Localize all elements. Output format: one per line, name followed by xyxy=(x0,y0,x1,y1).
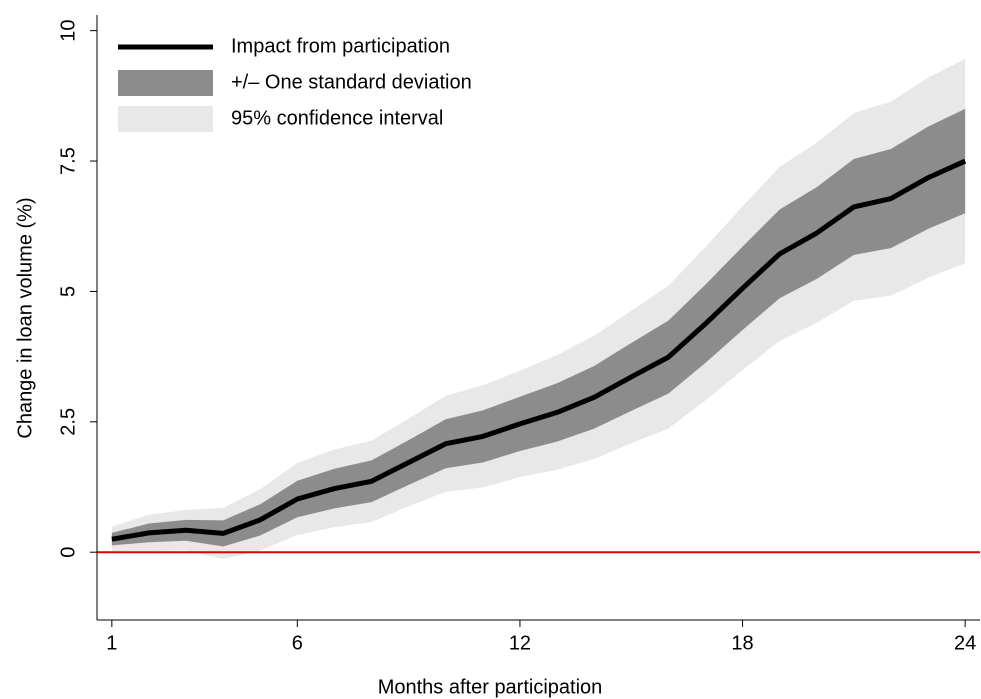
legend-label: +/– One standard deviation xyxy=(231,71,472,93)
y-tick-label: 5 xyxy=(57,286,79,297)
y-axis-title: Change in loan volume (%) xyxy=(14,197,36,438)
x-tick-label: 1 xyxy=(106,632,117,654)
legend-label: 95% confidence interval xyxy=(231,107,443,129)
y-tick-label: 2.5 xyxy=(57,408,79,436)
legend-swatch xyxy=(118,70,213,96)
y-tick-label: 10 xyxy=(57,20,79,42)
x-tick-label: 18 xyxy=(731,632,753,654)
band xyxy=(111,108,966,547)
line xyxy=(111,158,967,542)
y-tick-label: 0 xyxy=(57,547,79,558)
x-tick-label: 6 xyxy=(292,632,303,654)
legend-swatch xyxy=(118,106,213,132)
x-tick-label: 24 xyxy=(954,632,976,654)
x-tick-label: 12 xyxy=(509,632,531,654)
y-tick-label: 7.5 xyxy=(57,147,79,175)
x-axis-title: Months after participation xyxy=(378,676,603,698)
legend-label: Impact from participation xyxy=(231,35,450,57)
band xyxy=(111,58,966,559)
